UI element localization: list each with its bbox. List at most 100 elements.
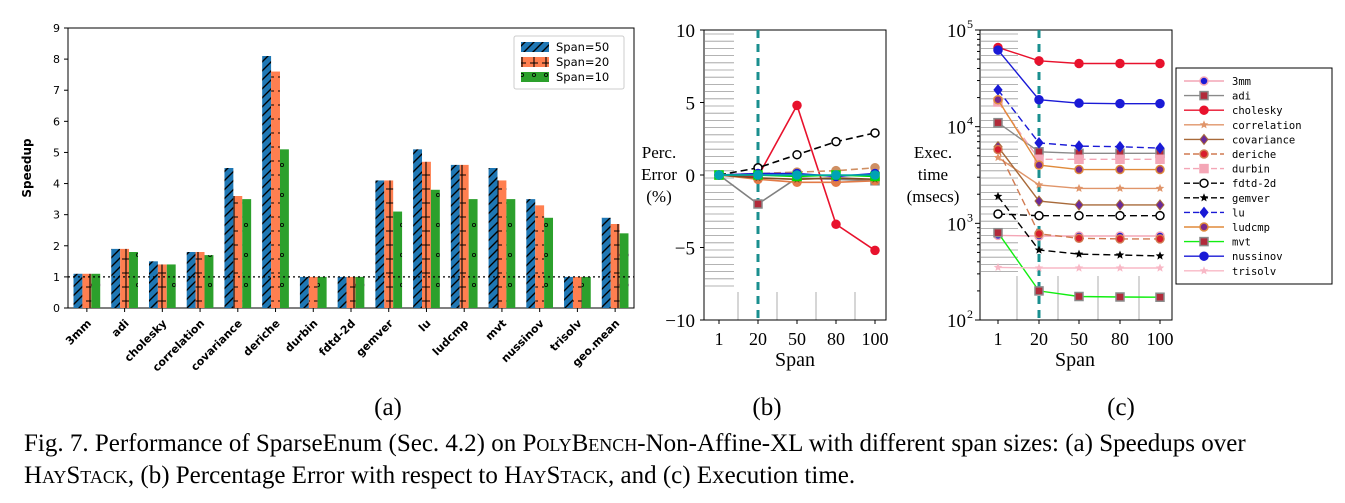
legend-label: deriche <box>1232 149 1276 161</box>
data-point <box>714 170 724 180</box>
data-point <box>1034 56 1044 66</box>
bar <box>375 180 385 308</box>
x-tick-label: 1 <box>715 329 724 349</box>
data-point <box>1199 163 1209 174</box>
bar <box>544 217 554 308</box>
y-tick-label: 4 <box>53 178 60 191</box>
data-point <box>1155 58 1165 69</box>
bar <box>450 164 460 308</box>
plot-frame <box>979 29 1173 321</box>
y-tick-label: 9 <box>53 22 60 35</box>
data-point <box>993 262 1003 271</box>
bar <box>422 161 431 308</box>
data-point <box>1199 206 1209 219</box>
bar <box>82 273 92 308</box>
legend-label: nussinov <box>1232 251 1283 263</box>
x-tick-label: 50 <box>788 329 806 349</box>
data-point <box>1199 251 1209 261</box>
bar <box>506 199 516 308</box>
bar <box>233 196 243 308</box>
bar <box>91 273 101 308</box>
y-tick-label: 3 <box>53 209 60 222</box>
data-point <box>792 170 802 180</box>
percentage-error-chart: Perc. Error (%) −10 −5 0 5 10 1 20 50 80 100 Spa… <box>641 21 888 371</box>
data-point <box>1115 98 1125 109</box>
y-tick-label: 7 <box>53 84 60 97</box>
x-tick-labels: 3mm adicholeskycorrelationcovariancederic… <box>63 308 622 374</box>
y-tick-label: 5 <box>686 94 696 115</box>
y-label-line-3: (%) <box>646 187 671 206</box>
data-point <box>1074 183 1084 192</box>
x-tick-label: ludcmp <box>430 317 471 358</box>
legend-label: correlation <box>1232 120 1302 132</box>
x-axis-label: Span <box>775 349 815 371</box>
y-axis-label: Exec. time (msecs) <box>907 143 960 206</box>
y-tick-label: 10 <box>947 21 966 42</box>
series-lines <box>714 100 880 256</box>
legend-label: covariance <box>1232 134 1295 146</box>
caption-text-1: Performance of SparseEnum (Sec. 4.2) on <box>94 430 517 457</box>
y-label-line-2: time <box>918 165 948 184</box>
data-point <box>1115 234 1125 244</box>
legend-entries: 3mm adi cholesky correlation covariance deric… <box>1184 76 1302 278</box>
y-axis-label: Perc. Error (%) <box>641 143 677 206</box>
bars <box>73 56 629 308</box>
x-tick-label: 100 <box>1147 329 1174 349</box>
data-point <box>1074 199 1084 211</box>
bar <box>564 276 573 308</box>
data-point <box>831 136 841 147</box>
legend-label: adi <box>1232 91 1251 103</box>
data-point <box>1074 233 1084 244</box>
data-point <box>1074 140 1084 152</box>
bar <box>166 264 176 308</box>
background-grid-lines <box>705 33 856 320</box>
caption-haystack-1: HayStack <box>24 462 128 489</box>
data-point <box>1199 222 1209 232</box>
bar <box>186 252 196 308</box>
data-point <box>993 45 1003 55</box>
legend-label: fdtd-2d <box>1232 178 1276 190</box>
x-tick-label: deriche <box>241 317 283 359</box>
y-tick-exponent: 3 <box>967 210 973 224</box>
bar <box>581 276 591 308</box>
caption-text-3: Speedups over <box>1099 430 1246 457</box>
x-ticks: 1 20 50 80 100 <box>715 320 889 349</box>
data-point <box>1199 90 1209 101</box>
data-point <box>831 219 841 230</box>
bar <box>204 255 214 308</box>
x-tick-label: 50 <box>1070 329 1088 349</box>
bar <box>337 276 347 308</box>
data-point <box>792 149 802 160</box>
bar <box>619 233 629 308</box>
data-point <box>1199 266 1209 275</box>
background-grid-lines <box>981 33 1140 320</box>
x-tick-label: 80 <box>1111 329 1129 349</box>
caption-text-4: , (b) Percentage Error with respect to <box>127 462 498 489</box>
data-point <box>753 199 763 209</box>
legend-label: gemver <box>1232 193 1270 205</box>
data-point <box>870 128 880 138</box>
x-tick-label: 3mm <box>63 317 94 348</box>
data-point <box>993 153 1003 162</box>
bar <box>271 71 280 308</box>
x-tick-label: 1 <box>994 329 1003 349</box>
data-point <box>1034 195 1044 207</box>
legend-swatch <box>521 42 549 52</box>
bar <box>355 276 365 308</box>
data-point <box>1155 154 1165 165</box>
x-ticks: 1 20 50 80 100 <box>994 320 1174 349</box>
x-tick-label: 100 <box>862 329 889 349</box>
data-point <box>1115 250 1125 259</box>
bar <box>120 248 130 308</box>
legend-label: mvt <box>1232 237 1251 249</box>
figure-caption: Fig. 7. Performance of SparseEnum (Sec. … <box>24 428 1334 492</box>
x-tick-label: fdtd-2d <box>316 317 358 359</box>
data-point <box>1199 76 1209 86</box>
legend-swatch <box>521 57 549 67</box>
data-point <box>1155 183 1165 192</box>
bar <box>413 149 423 308</box>
data-point <box>1155 98 1165 109</box>
bar <box>73 273 83 308</box>
